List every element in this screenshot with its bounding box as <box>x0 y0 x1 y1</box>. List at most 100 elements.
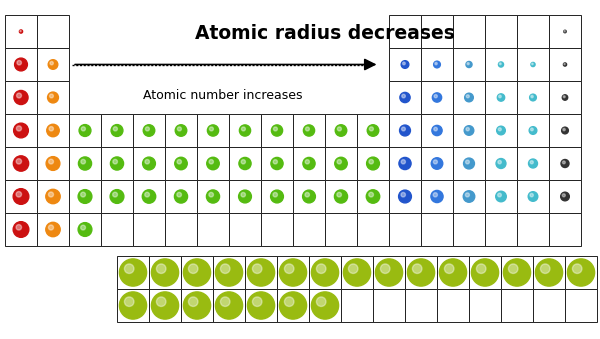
Circle shape <box>241 193 245 197</box>
Bar <box>325 180 357 213</box>
Bar <box>485 81 517 114</box>
Bar <box>213 256 245 289</box>
Circle shape <box>562 194 565 197</box>
Circle shape <box>367 157 379 170</box>
Circle shape <box>369 159 373 164</box>
Circle shape <box>271 125 283 136</box>
Circle shape <box>239 125 251 136</box>
Bar <box>309 289 341 322</box>
Circle shape <box>47 124 59 137</box>
Circle shape <box>531 95 533 98</box>
Circle shape <box>46 157 60 171</box>
Circle shape <box>46 189 60 204</box>
Circle shape <box>337 127 341 131</box>
Bar <box>149 256 181 289</box>
Bar <box>389 114 421 147</box>
Bar <box>69 114 101 147</box>
Bar <box>517 180 549 213</box>
Circle shape <box>497 193 502 197</box>
Bar <box>117 289 149 322</box>
Bar <box>405 289 437 322</box>
Bar <box>261 114 293 147</box>
Bar <box>549 180 581 213</box>
Bar <box>101 114 133 147</box>
Circle shape <box>17 93 22 98</box>
Circle shape <box>401 127 406 131</box>
Circle shape <box>79 157 92 170</box>
Circle shape <box>496 159 506 168</box>
Bar <box>453 81 485 114</box>
Circle shape <box>401 160 406 164</box>
Circle shape <box>497 126 505 135</box>
Bar <box>37 180 69 213</box>
Circle shape <box>499 95 501 98</box>
Circle shape <box>367 125 379 136</box>
Circle shape <box>337 160 341 164</box>
Bar <box>5 147 37 180</box>
Circle shape <box>124 264 134 274</box>
Circle shape <box>399 157 411 170</box>
Circle shape <box>46 222 60 237</box>
Circle shape <box>562 127 568 134</box>
Bar <box>485 15 517 48</box>
Circle shape <box>302 190 316 203</box>
Circle shape <box>316 264 326 274</box>
Bar <box>421 180 453 213</box>
Circle shape <box>464 126 474 135</box>
Circle shape <box>209 192 214 197</box>
Bar <box>5 213 37 246</box>
Circle shape <box>564 63 565 65</box>
Circle shape <box>305 127 310 131</box>
Circle shape <box>220 264 230 274</box>
Circle shape <box>271 157 283 170</box>
Circle shape <box>280 259 307 286</box>
Circle shape <box>400 93 410 103</box>
Bar <box>69 180 101 213</box>
Bar <box>197 180 229 213</box>
Circle shape <box>207 157 219 170</box>
Circle shape <box>335 157 347 170</box>
Circle shape <box>531 62 535 66</box>
Circle shape <box>303 157 315 170</box>
Text: Atomic number increases: Atomic number increases <box>143 89 302 102</box>
Circle shape <box>563 96 565 98</box>
Circle shape <box>562 161 565 164</box>
Bar <box>37 15 69 48</box>
Circle shape <box>463 191 475 202</box>
Circle shape <box>215 259 242 286</box>
Circle shape <box>143 157 155 170</box>
Circle shape <box>401 193 406 197</box>
Circle shape <box>209 160 214 164</box>
Bar <box>277 256 309 289</box>
Bar <box>293 213 325 246</box>
Circle shape <box>78 190 92 203</box>
Bar <box>245 256 277 289</box>
Bar <box>117 256 149 289</box>
Circle shape <box>280 292 307 319</box>
Bar <box>101 147 133 180</box>
Bar <box>517 48 549 81</box>
Circle shape <box>273 160 277 164</box>
Circle shape <box>145 159 149 164</box>
Circle shape <box>311 259 338 286</box>
Circle shape <box>151 259 179 286</box>
Circle shape <box>188 297 198 306</box>
Bar <box>165 114 197 147</box>
Circle shape <box>110 190 124 203</box>
Bar <box>549 15 581 48</box>
Circle shape <box>508 264 518 274</box>
Circle shape <box>247 292 275 319</box>
Circle shape <box>14 91 28 104</box>
Bar <box>485 180 517 213</box>
Bar <box>469 256 501 289</box>
Circle shape <box>113 192 118 197</box>
Circle shape <box>380 264 390 274</box>
Bar <box>517 213 549 246</box>
Circle shape <box>124 297 134 306</box>
Circle shape <box>49 126 53 131</box>
Bar <box>37 147 69 180</box>
Circle shape <box>532 63 533 65</box>
Bar <box>133 147 165 180</box>
Bar <box>453 147 485 180</box>
Bar <box>277 289 309 322</box>
